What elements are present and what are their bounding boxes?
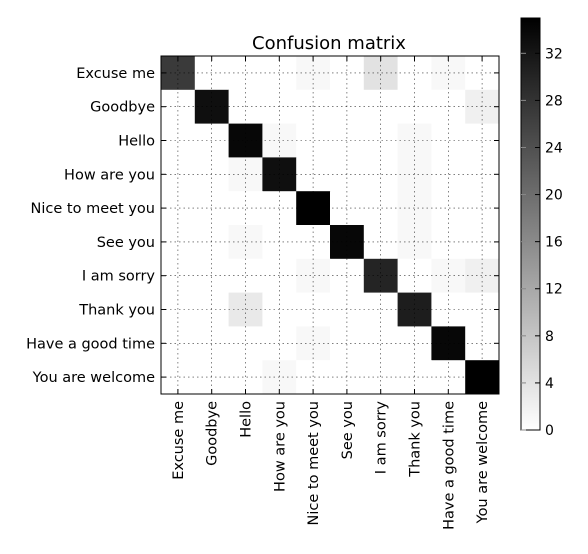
- heatmap-cell: [397, 225, 432, 260]
- y-tick-label: See you: [97, 235, 155, 251]
- heatmap-cell: [431, 326, 466, 361]
- x-tick-label: Thank you: [408, 401, 424, 478]
- heatmap-cell: [431, 360, 466, 395]
- heatmap-cell: [330, 292, 365, 327]
- colorbar-tick-label: 24: [545, 140, 563, 156]
- x-tick-label: Nice to meet you: [306, 401, 322, 525]
- heatmap-cell: [465, 326, 500, 361]
- chart-title: Confusion matrix: [252, 33, 406, 54]
- heatmap-cell: [397, 360, 432, 395]
- y-tick-label: I am sorry: [82, 269, 156, 285]
- y-tick-label: Nice to meet you: [31, 201, 155, 217]
- x-tick-label: Goodbye: [205, 401, 221, 466]
- heatmap-cell: [330, 326, 365, 361]
- y-tick-label: Goodbye: [90, 100, 155, 116]
- x-axis-ticks: Excuse me Goodbye Hello How are you Nice to …: [171, 56, 491, 530]
- y-tick-label: Have a good time: [26, 336, 155, 352]
- heatmap-cell: [330, 225, 365, 260]
- colorbar-tick-label: 0: [545, 423, 554, 439]
- y-tick-label: Hello: [118, 134, 155, 150]
- heatmap-cell: [397, 292, 432, 327]
- y-axis-ticks: Excuse me Goodbye Hello How are you Nice to …: [26, 66, 499, 386]
- y-tick-label: Excuse me: [76, 66, 155, 82]
- y-tick-label: You are welcome: [32, 370, 155, 386]
- colorbar-tick-label: 16: [545, 235, 563, 251]
- x-tick-label: Have a good time: [441, 401, 457, 530]
- heatmap-cell: [465, 360, 500, 395]
- colorbar-tick-label: 28: [545, 93, 563, 109]
- heatmap-cell: [431, 292, 466, 327]
- heatmap-cell: [397, 326, 432, 361]
- x-tick-label: I am sorry: [374, 401, 390, 475]
- colorbar-gradient: [520, 17, 541, 431]
- y-tick-label: How are you: [64, 167, 155, 183]
- x-tick-label: How are you: [272, 401, 288, 492]
- heatmap-cell: [465, 225, 500, 260]
- x-tick-label: Excuse me: [171, 401, 187, 480]
- colorbar-tick-label: 32: [545, 46, 563, 62]
- heatmap-cell: [465, 292, 500, 327]
- colorbar-tick-label: 12: [545, 282, 563, 298]
- colorbar-tick-label: 20: [545, 188, 563, 204]
- colorbar-tick-label: 8: [545, 329, 554, 345]
- plot-frame: [160, 55, 500, 395]
- heatmap-cell: [431, 225, 466, 260]
- y-tick-label: Thank you: [78, 303, 155, 319]
- x-tick-label: You are welcome: [475, 401, 491, 524]
- colorbar: 0 4 8 12 16 20 24 28 32: [520, 17, 563, 439]
- x-tick-label: See you: [340, 401, 356, 459]
- x-tick-label: Hello: [239, 401, 255, 438]
- colorbar-tick-label: 4: [545, 376, 554, 392]
- heatmap-cell: [330, 360, 365, 395]
